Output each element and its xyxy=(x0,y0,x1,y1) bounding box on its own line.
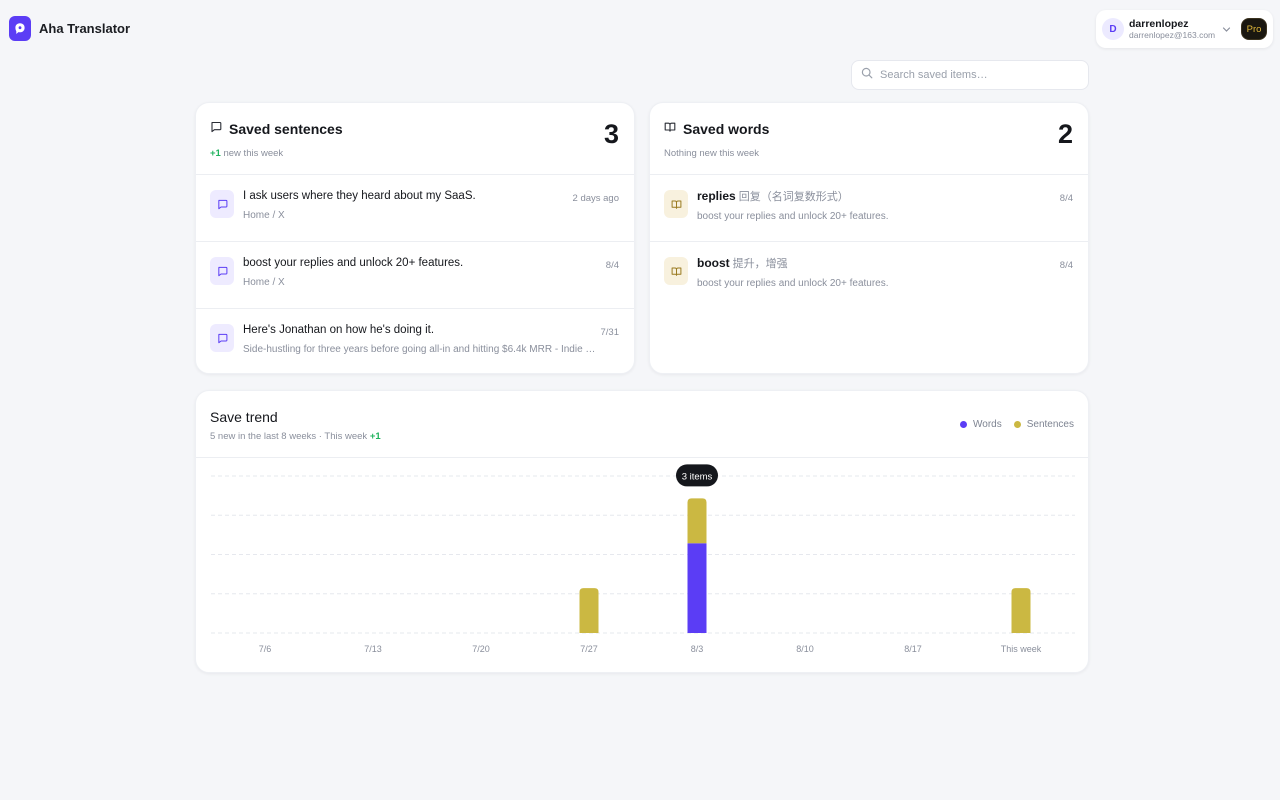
sentence-source: Home / X xyxy=(243,277,285,288)
chart-legend: Words Sentences xyxy=(960,419,1074,430)
x-tick-label: 7/6 xyxy=(259,644,272,654)
avatar: D xyxy=(1102,18,1124,40)
app-name: Aha Translator xyxy=(39,21,131,36)
legend-label: Words xyxy=(973,419,1002,430)
save-trend-chart: 7/6 7/13 7/20 7/27 8/3 3 items 8/10 8/17 This we… xyxy=(211,464,1075,654)
list-item[interactable]: boost 提升，增强 boost your replies and unlock… xyxy=(650,242,1088,309)
x-tick-label: This week xyxy=(1001,644,1042,654)
x-tick-label: 7/27 xyxy=(580,644,598,654)
x-tick-label: 8/3 xyxy=(691,644,704,654)
sentence-source: Home / X xyxy=(243,210,285,221)
sentence-date: 2 days ago xyxy=(572,193,619,204)
word-term: replies xyxy=(697,189,736,203)
chat-bubble-icon xyxy=(210,257,234,285)
trend-delta: +1 xyxy=(369,431,381,442)
sentence-text: I ask users where they heard about my Sa… xyxy=(243,190,476,202)
saved-sentences-title: Saved sentences xyxy=(229,121,343,137)
x-tick-label: 7/13 xyxy=(364,644,382,654)
saved-words-card: Saved words Nothing new this week 2 repl… xyxy=(649,102,1089,374)
legend-dot-icon xyxy=(1013,421,1021,428)
delta-value: +1 xyxy=(210,148,221,159)
sentence-text: boost your replies and unlock 20+ featur… xyxy=(243,257,464,269)
x-tick-label: 8/17 xyxy=(904,644,922,654)
search-box[interactable] xyxy=(851,60,1089,90)
tooltip-label: 3 items xyxy=(682,471,713,482)
sentence-date: 8/4 xyxy=(605,260,619,271)
word-translation: 回复（名词复数形式） xyxy=(738,191,849,203)
saved-sentences-card: Saved sentences +1 new this week 3 I ask… xyxy=(195,102,635,374)
save-trend-subtitle: 5 new in the last 8 weeks · This week +1 xyxy=(210,431,1074,442)
save-trend-card: Save trend 5 new in the last 8 weeks · T… xyxy=(195,390,1089,673)
book-icon xyxy=(664,257,688,285)
tooltip-bg xyxy=(676,464,718,487)
bar-sentences xyxy=(1011,588,1031,633)
list-item[interactable]: Here's Jonathan on how he's doing it. Si… xyxy=(196,309,634,373)
save-trend-title: Save trend xyxy=(210,409,278,425)
saved-words-title: Saved words xyxy=(683,121,770,137)
search-icon xyxy=(861,66,873,84)
app-logo-icon xyxy=(9,16,31,41)
list-item[interactable]: replies 回复（名词复数形式） boost your replies and… xyxy=(650,175,1088,242)
saved-words-count: 2 xyxy=(1057,119,1073,149)
sentence-text: Here's Jonathan on how he's doing it. xyxy=(243,324,435,336)
list-item[interactable]: I ask users where they heard about my Sa… xyxy=(196,175,634,242)
word-date: 8/4 xyxy=(1059,260,1073,271)
account-menu[interactable]: D darrenlopez darrenlopez@163.com Pro xyxy=(1096,10,1273,48)
account-email: darrenlopez@163.com xyxy=(1129,29,1216,40)
legend-item-sentences[interactable]: Sentences xyxy=(1013,419,1074,430)
word-example: boost your replies and unlock 20+ featur… xyxy=(697,211,889,222)
legend-item-words[interactable]: Words xyxy=(960,419,1002,430)
plan-badge: Pro xyxy=(1241,18,1267,40)
x-tick-label: 7/20 xyxy=(472,644,490,654)
delta-text: new this week xyxy=(223,148,284,159)
legend-label: Sentences xyxy=(1026,419,1074,430)
sentence-source: Side-hustling for three years before goi… xyxy=(243,344,598,355)
book-icon xyxy=(664,120,676,138)
chevron-down-icon[interactable] xyxy=(1222,25,1231,34)
chart-tooltip: 3 items xyxy=(676,464,718,487)
account-username: darrenlopez xyxy=(1129,17,1189,30)
bar-sentences xyxy=(687,498,707,544)
word-translation: 提升，增强 xyxy=(732,258,788,270)
trend-subtitle-text: 5 new in the last 8 weeks · This week xyxy=(210,431,368,442)
search-input[interactable] xyxy=(880,69,1070,81)
saved-sentences-subtitle: +1 new this week xyxy=(210,148,620,159)
word-term: boost xyxy=(697,256,730,270)
x-tick-label: 8/10 xyxy=(796,644,814,654)
word-date: 8/4 xyxy=(1059,193,1073,204)
saved-words-subtitle: Nothing new this week xyxy=(664,148,760,159)
bar-words xyxy=(687,543,707,633)
legend-dot-icon xyxy=(960,421,968,428)
word-example: boost your replies and unlock 20+ featur… xyxy=(697,278,889,289)
chat-bubble-icon xyxy=(210,324,234,352)
bar-sentences xyxy=(579,588,599,633)
book-icon xyxy=(664,190,688,218)
app-brand[interactable]: Aha Translator xyxy=(9,16,130,41)
chat-bubble-icon xyxy=(210,120,222,138)
list-item[interactable]: boost your replies and unlock 20+ featur… xyxy=(196,242,634,309)
saved-sentences-count: 3 xyxy=(603,119,619,149)
sentence-date: 7/31 xyxy=(600,327,620,338)
chat-bubble-icon xyxy=(210,190,234,218)
